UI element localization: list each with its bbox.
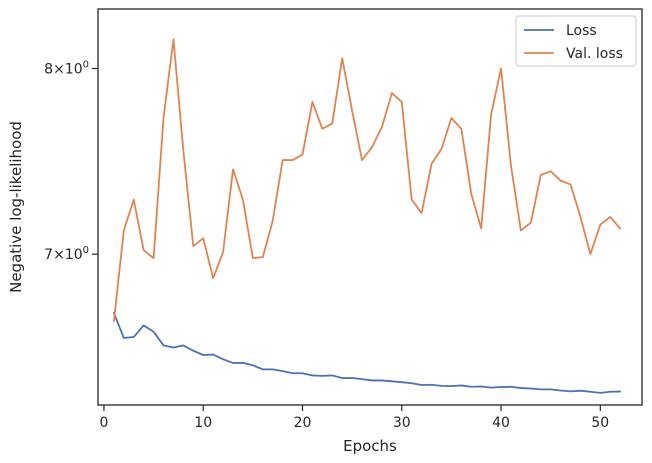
legend-label-val-loss: Val. loss — [566, 46, 623, 62]
y-tick-label: 7×100 — [44, 245, 89, 263]
x-tick-label: 0 — [99, 415, 108, 431]
x-tick-label: 40 — [492, 415, 510, 431]
series-line-val-loss — [112, 38, 622, 323]
legend: Loss Val. loss — [515, 15, 637, 67]
x-tick-label: 30 — [393, 415, 411, 431]
y-axis-label: Negative log-likelihood — [7, 121, 25, 293]
x-tick-label: 50 — [591, 415, 609, 431]
y-axis: 7×100 8×100 — [44, 60, 98, 263]
legend-label-loss: Loss — [566, 23, 597, 39]
y-tick-label: 8×100 — [44, 60, 89, 78]
x-tick-label: 20 — [294, 415, 312, 431]
plot-frame — [97, 8, 643, 406]
series-layer — [112, 38, 622, 394]
x-axis-label: Epochs — [343, 437, 397, 455]
series-line-loss — [112, 312, 622, 394]
x-tick-label: 10 — [194, 415, 212, 431]
x-axis: 0 10 20 30 40 50 — [99, 405, 609, 431]
